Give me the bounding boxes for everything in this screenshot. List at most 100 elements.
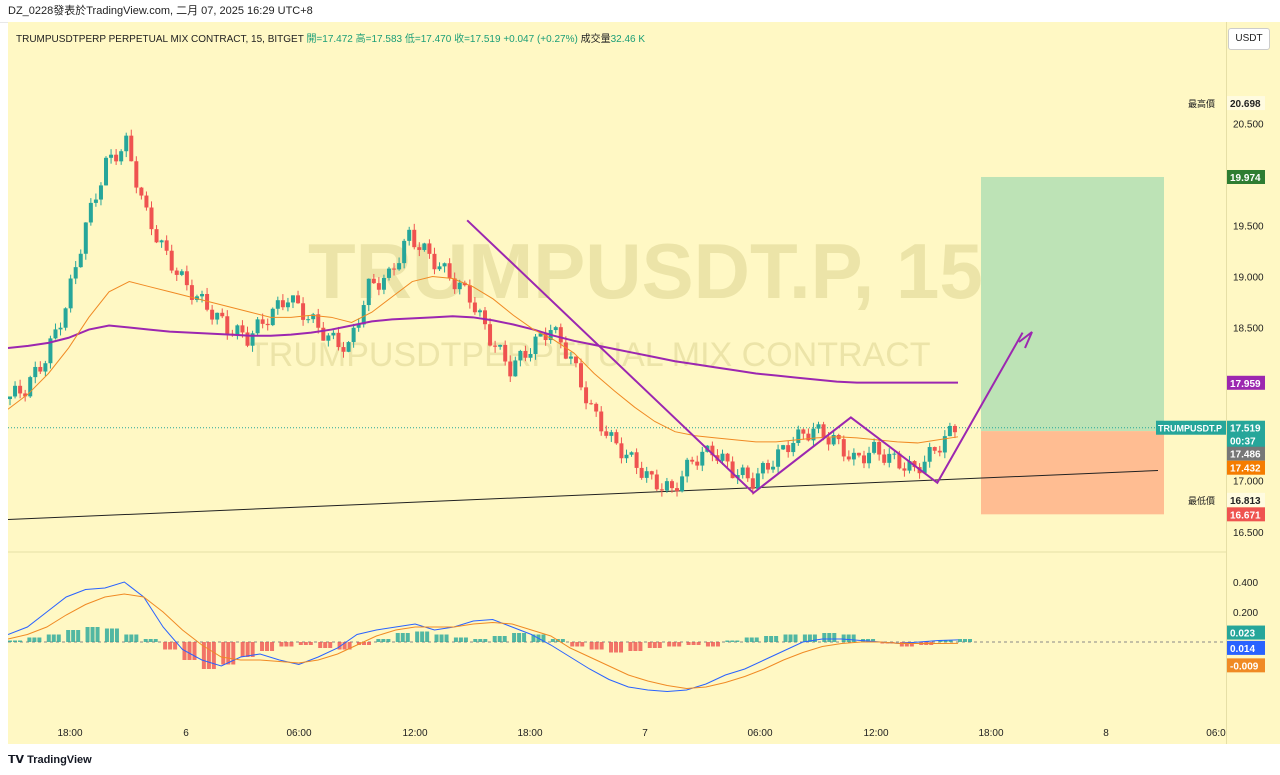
candle xyxy=(139,187,144,196)
publish-caption: DZ_0228發表於TradingView.com, 二月 07, 2025 1… xyxy=(8,5,313,17)
candle xyxy=(629,452,634,455)
macd-hist-bar xyxy=(453,637,458,642)
last-price-tag: 17.519 xyxy=(1230,424,1261,435)
macd-hist-bar xyxy=(958,639,962,642)
macd-hist-bar xyxy=(8,640,12,642)
candle xyxy=(240,325,245,333)
candle xyxy=(922,461,927,474)
macd-hist-bar xyxy=(405,633,410,642)
macd-hist-bar xyxy=(517,633,522,642)
candle xyxy=(250,333,255,346)
candle xyxy=(872,441,877,453)
macd-hist-bar xyxy=(32,637,37,642)
macd-hist-tag-bg xyxy=(1227,625,1265,640)
chart-canvas[interactable]: TRUMPUSDT.P, 15 TRUMPUSDTPERPETUAL MIX CO… xyxy=(8,22,1226,744)
candle xyxy=(144,195,149,208)
candle xyxy=(235,325,240,335)
time-tick-label: 7 xyxy=(642,728,648,739)
candle xyxy=(280,300,285,308)
candle xyxy=(952,425,957,433)
candle xyxy=(154,229,159,243)
countdown-tag: 00:37 xyxy=(1230,437,1256,448)
tradingview-logo[interactable]: 𝗧𝗩 TradingView xyxy=(8,753,92,766)
candle xyxy=(730,461,735,479)
macd-hist-bar xyxy=(871,639,876,642)
candle xyxy=(23,393,28,397)
candle xyxy=(169,250,174,271)
macd-hist-bar xyxy=(788,634,793,642)
candle xyxy=(669,481,674,489)
macd-hist-bar xyxy=(366,642,371,645)
macd-hist-bar xyxy=(963,639,967,642)
candle xyxy=(503,344,508,362)
macd-hist-bar xyxy=(114,628,119,642)
candle xyxy=(831,434,836,445)
candle xyxy=(43,363,48,372)
candle xyxy=(311,314,316,320)
price-tick-label: 17.000 xyxy=(1233,477,1264,488)
candle xyxy=(285,302,290,308)
macd-hist-bar xyxy=(124,634,129,642)
currency-button[interactable]: USDT xyxy=(1228,28,1270,50)
candle xyxy=(129,135,134,162)
candle xyxy=(104,157,109,186)
candle xyxy=(887,453,892,463)
legend-symbol: TRUMPUSDTPERP PERPETUAL MIX CONTRACT, 15… xyxy=(16,34,304,45)
macd-hist-bar xyxy=(463,637,468,642)
candle xyxy=(28,377,33,397)
candle xyxy=(472,302,477,313)
candle xyxy=(619,443,624,459)
candle xyxy=(644,471,649,478)
candle xyxy=(594,403,599,412)
macd-hist-bar xyxy=(715,642,720,647)
candle xyxy=(402,240,407,264)
macd-hist-bar xyxy=(211,642,216,669)
top-caption-bar: DZ_0228發表於TradingView.com, 二月 07, 2025 1… xyxy=(0,0,1280,23)
candle xyxy=(8,396,12,400)
macd-hist-bar xyxy=(846,634,851,642)
candle xyxy=(604,431,609,436)
candle xyxy=(159,240,164,243)
brand-name: TradingView xyxy=(27,754,92,766)
candle xyxy=(599,411,604,432)
candle xyxy=(407,229,412,241)
ma-price-tag: 17.959 xyxy=(1230,379,1261,390)
candle xyxy=(255,319,260,334)
candle xyxy=(765,462,770,470)
macd-hist-bar xyxy=(628,642,633,651)
candle xyxy=(73,267,78,279)
macd-hist-bar xyxy=(575,642,580,647)
chart-pane[interactable]: TRUMPUSDT.P, 15 TRUMPUSDTPERPETUAL MIX CO… xyxy=(8,22,1226,744)
macd-hist-bar xyxy=(793,634,798,642)
candle xyxy=(68,278,73,309)
candle xyxy=(124,135,129,152)
candle xyxy=(33,366,38,378)
candle xyxy=(134,161,139,188)
ma-price-tag-bg xyxy=(1227,375,1265,390)
macd-hist-bar xyxy=(774,636,779,642)
macd-hist-bar xyxy=(832,633,837,642)
macd-hist-bar xyxy=(866,639,871,642)
entry-stop-tag: 17.432 xyxy=(1230,464,1261,475)
macd-hist-bar xyxy=(18,640,22,642)
candle xyxy=(584,387,589,404)
candle xyxy=(316,314,321,328)
candle xyxy=(533,336,538,354)
candle xyxy=(927,447,932,462)
macd-hist-bar xyxy=(168,642,173,650)
candle xyxy=(38,366,43,372)
candle xyxy=(53,329,58,339)
price-axis-canvas[interactable]: 20.500 19.500 19.000 18.500 17.000 16.500 0.40… xyxy=(1227,22,1280,744)
price-tick-label: 18.500 xyxy=(1233,324,1264,335)
candle xyxy=(735,475,740,479)
macd-hist-bar xyxy=(66,630,71,642)
candle xyxy=(386,268,391,278)
macd-hist-bar xyxy=(827,633,832,642)
candle xyxy=(321,327,326,341)
candle xyxy=(326,335,331,341)
highest-price-tag: 20.698 xyxy=(1230,99,1261,110)
macd-hist-bar xyxy=(308,642,313,645)
price-axis[interactable]: 20.500 19.500 19.000 18.500 17.000 16.500 0.40… xyxy=(1226,22,1280,744)
macd-hist-bar xyxy=(730,640,735,642)
ma-purple-line xyxy=(8,315,958,384)
